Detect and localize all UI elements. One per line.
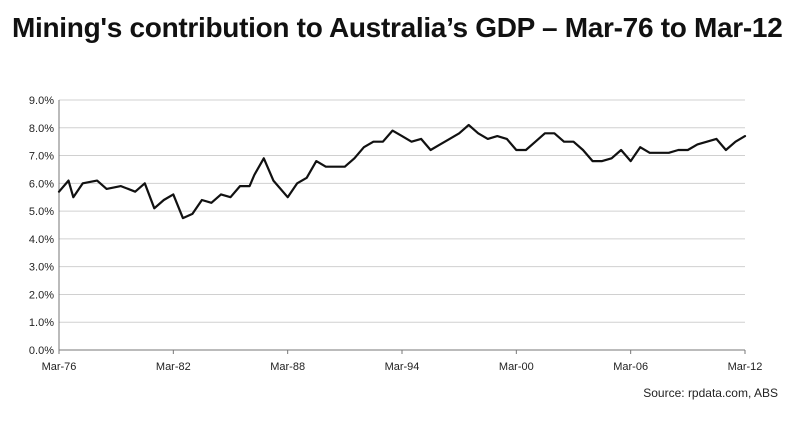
x-tick-label: Mar-76 [42, 361, 77, 373]
y-tick-label: 3.0% [29, 262, 54, 274]
axes [58, 100, 745, 351]
x-tick-label: Mar-12 [728, 361, 763, 373]
x-axis-ticks: Mar-76 Mar-82 Mar-88 Mar-94 Mar-00 Mar-06 Mar-… [42, 350, 763, 373]
y-tick-label: 5.0% [29, 206, 54, 218]
y-tick-label: 7.0% [29, 151, 54, 163]
x-tick-label: Mar-06 [613, 361, 648, 373]
series-line [57, 123, 747, 220]
x-tick-label: Mar-94 [385, 361, 420, 373]
y-tick-label: 9.0% [29, 95, 54, 107]
y-tick-label: 1.0% [29, 317, 54, 329]
x-tick-label: Mar-88 [270, 361, 305, 373]
y-axis-ticks: 0.0% 1.0% 2.0% 3.0% 4.0% 5.0% 6.0% 7.0% 8.0% 9.0% [29, 95, 54, 357]
source-note: Source: rpdata.com, ABS [643, 386, 778, 400]
y-tick-label: 4.0% [29, 234, 54, 246]
x-tick-label: Mar-82 [156, 361, 191, 373]
y-tick-label: 0.0% [29, 345, 54, 357]
y-tick-label: 6.0% [29, 178, 54, 190]
chart-title: Mining's contribution to Australia’s GDP… [12, 12, 783, 43]
x-tick-label: Mar-00 [499, 361, 534, 373]
y-tick-label: 2.0% [29, 289, 54, 301]
gridlines [59, 99, 745, 323]
series-layer [57, 123, 747, 220]
y-tick-label: 8.0% [29, 123, 54, 135]
